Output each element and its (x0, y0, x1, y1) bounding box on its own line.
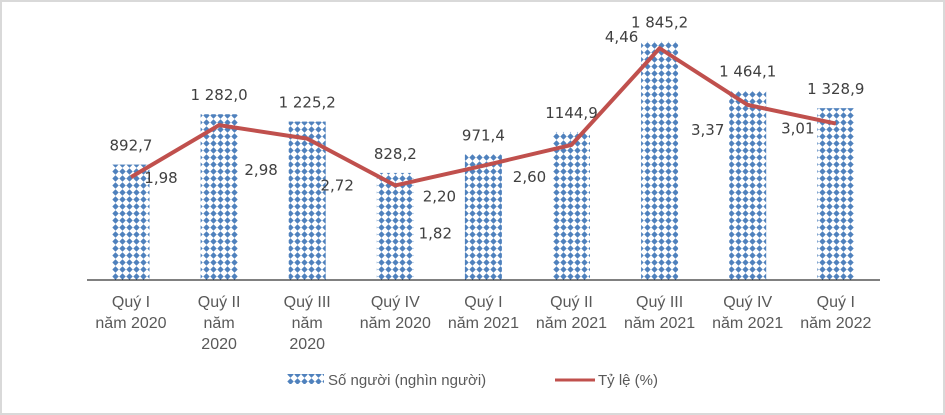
bar-value-label: 1 464,1 (719, 63, 776, 81)
bar (376, 172, 414, 280)
x-tick-label: Quý I (817, 294, 855, 311)
x-tick-label: Quý II (550, 294, 593, 311)
bar-value-label: 1 225,2 (279, 94, 336, 112)
bar-value-label: 1 328,9 (807, 80, 864, 98)
bar (288, 121, 326, 280)
x-tick-label: năm 2021 (712, 315, 783, 332)
x-tick-label: năm 2021 (624, 315, 695, 332)
x-tick-label: 2020 (201, 336, 237, 353)
legend-label-line: Tỷ lệ (%) (598, 372, 658, 389)
bar (112, 164, 150, 280)
x-tick-label: năm 2020 (360, 315, 431, 332)
line-value-label: 4,46 (605, 28, 638, 46)
x-tick-label: năm 2020 (95, 315, 166, 332)
bar-value-label: 971,4 (462, 126, 505, 144)
x-tick-label: năm 2021 (536, 315, 607, 332)
x-tick-label: năm 2021 (448, 315, 519, 332)
line-value-label: 3,37 (691, 121, 724, 139)
x-tick-label: 2020 (289, 336, 325, 353)
legend: Số người (nghìn người) Tỷ lệ (%) (287, 372, 658, 389)
line-value-label: 1,98 (144, 169, 177, 187)
line-value-label: 2,20 (423, 188, 456, 206)
x-tick-label: Quý I (464, 294, 502, 311)
x-tick-label: Quý I (112, 294, 150, 311)
bar-value-label: 828,2 (374, 145, 417, 163)
bar (553, 131, 590, 280)
x-tick-labels: Quý I năm 2020 Quý II năm 2020 Quý III năm 2020… (95, 294, 871, 353)
bar-value-label: 1 282,0 (190, 86, 247, 104)
x-tick-label: Quý II (198, 294, 241, 311)
x-tick-label: năm (292, 315, 323, 332)
line-value-label: 2,72 (320, 177, 353, 195)
bar (200, 114, 238, 280)
x-tick-label: Quý III (284, 294, 331, 311)
bar-value-label: 892,7 (110, 137, 153, 155)
bar (729, 90, 767, 280)
bar (641, 41, 679, 281)
bar-value-label: 1144,9 (545, 104, 598, 122)
line-value-label: 2,98 (244, 161, 277, 179)
line-value-label: 3,01 (781, 120, 814, 138)
legend-label-bars: Số người (nghìn người) (328, 372, 486, 389)
legend-swatch-bars (287, 374, 324, 384)
x-tick-label: Quý IV (723, 294, 772, 311)
bar-series (112, 41, 855, 281)
x-tick-label: Quý IV (371, 294, 420, 311)
bar-value-label: 1 845,2 (631, 13, 688, 31)
line-value-label: 2,60 (513, 168, 546, 186)
bar (464, 154, 502, 280)
x-tick-label: năm (204, 315, 235, 332)
line-value-label: 1,82 (419, 224, 452, 242)
line-series (129, 46, 837, 188)
bar (817, 108, 855, 281)
data-labels: 892,7 1 282,0 1 225,2 828,2 971,4 1144,9 1 845… (110, 13, 865, 242)
x-tick-label: năm 2022 (800, 315, 871, 332)
x-tick-label: Quý III (636, 294, 683, 311)
